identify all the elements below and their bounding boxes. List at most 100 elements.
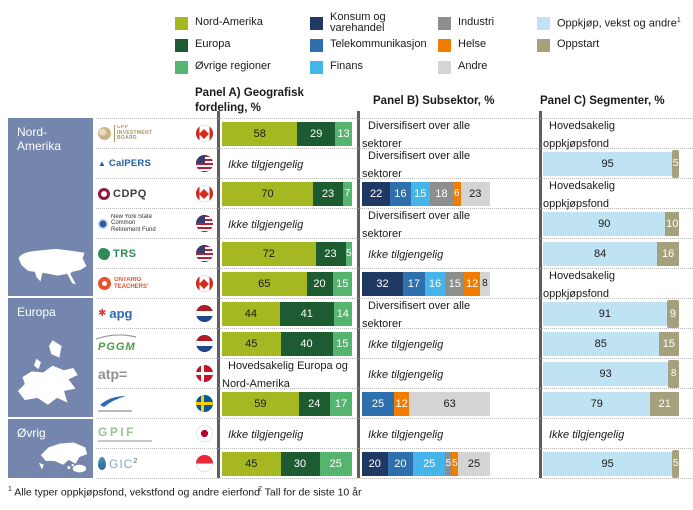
panel-a-cell-apg: 44 41 14	[222, 299, 353, 329]
bar-segment-vrige-regioner: 15	[332, 331, 352, 356]
legend-item-finans: Finans	[310, 56, 438, 78]
europa-swatch	[175, 38, 188, 52]
vrige-regioner-swatch	[175, 60, 188, 74]
fund-logo-text: CalPERS	[108, 158, 151, 169]
stacked-bar: 85 15	[543, 329, 679, 359]
logo-swedish-fund	[96, 395, 132, 412]
bar-segment-vrige-regioner: 13	[335, 121, 353, 146]
bar-segment-vrige-regioner: 7	[342, 181, 352, 206]
fund-flag-cell	[186, 275, 222, 292]
bar-segment-nord-amerika: 59	[222, 391, 299, 416]
canada-flag-icon	[195, 275, 213, 292]
usa-flag-icon	[195, 245, 213, 262]
legend-item-europa: Europa	[175, 34, 310, 56]
legend-label: Oppkjøp, vekst og andre1	[557, 17, 681, 31]
legend-column-3: Industri Helse Andre	[438, 12, 537, 78]
bar-segment-oppstart: 16	[657, 241, 679, 266]
legend-item-industri: Industri	[438, 12, 537, 34]
usa-flag-icon	[195, 155, 213, 172]
bar-segment-oppstart: 10	[665, 211, 679, 236]
panel-b-note: Ikke tilgjengelig	[368, 338, 444, 351]
panel-c-axis-line	[539, 111, 542, 478]
fund-logo-text: ONTARIO TEACHERS'	[114, 277, 149, 290]
logo-atp: atp=	[96, 366, 127, 382]
legend-label: Telekommunikasjon	[330, 38, 427, 51]
fund-flag-cell	[186, 245, 222, 262]
bar-segment-konsum-og-varehandel: 20	[362, 451, 388, 476]
bar-segment-nord-amerika: 65	[222, 271, 307, 296]
legend-item-andre: Andre	[438, 56, 537, 78]
stacked-bar: 93 8	[543, 359, 679, 389]
stacked-bar: 45 30 25	[222, 449, 352, 479]
fund-rows: CPP INVESTMENT BOARD 58 29 13 Diversifisert ov…	[96, 118, 693, 479]
bar-segment-konsum-og-varehandel: 32	[362, 271, 403, 296]
bar-segment-oppstart: 5	[672, 149, 679, 178]
fund-logo-cell: atp=	[96, 366, 186, 382]
stacked-bar: 32 17 16 15 12 8	[362, 269, 490, 299]
legend-column-4: Oppkjøp, vekst og andre1 Oppstart	[537, 12, 693, 78]
fund-flag-cell	[186, 455, 222, 472]
fund-row-apg: ✱ apg 44 41 14 Diversifisert over alle sektor…	[96, 299, 693, 330]
japan-flag-icon	[195, 425, 213, 442]
stacked-bar: 95 5	[543, 449, 679, 479]
panel-c-note: Ikke tilgjengelig	[549, 428, 625, 441]
legend-column-1: Nord-Amerika Europa Øvrige regioner	[175, 12, 310, 78]
bar-segment-oppstart: 5	[672, 449, 679, 478]
bar-segment-oppkj-p-vekst-og-andre: 90	[543, 211, 666, 236]
stacked-bar: 90 10	[543, 209, 679, 239]
region-label: Europa	[17, 305, 56, 319]
trs-logo-icon	[98, 247, 110, 260]
footnote-2: 2 Tall for de siste 10 år	[258, 486, 362, 499]
cpp-logo-icon	[98, 127, 111, 140]
pggm-swoosh-icon	[96, 333, 136, 340]
stacked-bar: 79 21	[543, 389, 679, 419]
bar-segment-nord-amerika: 45	[222, 331, 281, 356]
fund-flag-cell	[186, 155, 222, 172]
fund-row-trs: TRS 72 23 5 Ikke tilgjengelig 84 16	[96, 239, 693, 269]
logo-gpif: GPIF	[96, 425, 152, 442]
cdpq-logo-icon	[98, 187, 110, 200]
industri-swatch	[438, 16, 451, 30]
bar-segment-oppstart: 21	[650, 391, 679, 416]
bar-segment-oppkj-p-vekst-og-andre: 85	[543, 331, 659, 356]
bar-segment-nord-amerika: 72	[222, 241, 316, 266]
bar-segment-andre: 23	[460, 181, 491, 206]
bar-segment-oppkj-p-vekst-og-andre: 91	[543, 301, 667, 326]
fund-row-cpp: CPP INVESTMENT BOARD 58 29 13 Diversifisert ov…	[96, 119, 693, 150]
panel-b-cell-atp: Ikke tilgjengelig	[362, 365, 490, 383]
panel-b-cell-cdpq: 22 16 15 18 6 23	[362, 179, 491, 209]
fund-logo-text: CPP INVESTMENT BOARD	[114, 125, 152, 142]
panel-c-cell-atp: 93 8	[543, 359, 679, 389]
europe-map	[17, 340, 78, 405]
bar-segment-oppkj-p-vekst-og-andre: 93	[543, 361, 669, 386]
legend-label: Konsum og varehandel	[330, 10, 386, 34]
bar-segment-oppstart: 15	[658, 331, 679, 356]
canada-flag-icon	[195, 185, 213, 202]
logo-cpp: CPP INVESTMENT BOARD	[96, 125, 152, 142]
panel-a-note: Ikke tilgjengelig	[228, 158, 304, 171]
fund-logo-text: TRS	[113, 247, 137, 260]
andre-swatch	[438, 60, 451, 74]
stacked-bar: 44 41 14	[222, 299, 353, 329]
panel-c-cell-gpif: Ikke tilgjengelig	[543, 425, 679, 443]
region-section-nord-amerika: Nord-Amerika	[8, 118, 93, 296]
fund-logo-cell: GPIF	[96, 425, 186, 442]
region-label: Nord-Amerika	[17, 125, 62, 153]
fund-flag-cell	[186, 215, 222, 232]
stacked-bar: 84 16	[543, 239, 679, 269]
panel-a-axis-line	[217, 111, 220, 478]
bar-segment-telekommunikasjon: 16	[390, 181, 411, 206]
bar-segment-industri: 18	[429, 181, 453, 206]
panel-a-cell-cdpq: 70 23 7	[222, 179, 352, 209]
canada-flag-icon	[195, 125, 213, 142]
bar-segment-vrige-regioner: 15	[332, 271, 352, 296]
bar-segment-nord-amerika: 44	[222, 301, 280, 326]
legend-item-vrige-regioner: Øvrige regioner	[175, 56, 310, 78]
panel-c-cell-apg: 91 9	[543, 299, 679, 329]
logo-caption-line	[98, 440, 152, 442]
legend-item-helse: Helse	[438, 34, 537, 56]
panel-c-note: Hovedsakelig oppkjøpsfond	[543, 269, 616, 300]
fund-flag-cell	[186, 185, 222, 202]
region-sidebar: Nord-Amerika Europa Øvrig	[8, 118, 93, 480]
stacked-bar: 45 40 15	[222, 329, 352, 359]
